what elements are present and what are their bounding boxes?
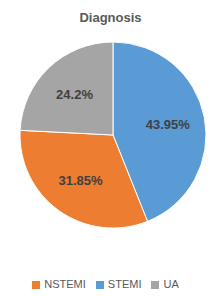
html-text:STEMI: STEMI bbox=[107, 278, 142, 290]
svg-text:24.2%: 24.2% bbox=[56, 87, 93, 102]
html-text:Diagnosis: Diagnosis bbox=[79, 10, 142, 25]
html-text:NSTEMI: NSTEMI bbox=[44, 278, 86, 290]
svg-text:31.85%: 31.85% bbox=[59, 173, 104, 188]
svg-text:43.95%: 43.95% bbox=[146, 117, 191, 132]
html-text:UA: UA bbox=[163, 278, 179, 290]
